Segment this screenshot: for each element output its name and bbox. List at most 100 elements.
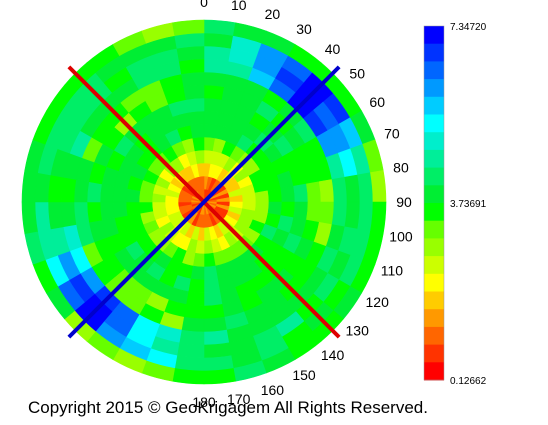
heatmap-cell [203,278,221,294]
scale-swatch [424,344,444,363]
angle-label: 110 [381,262,404,278]
heatmap-cell [203,316,227,333]
scale-swatch [424,43,444,62]
heatmap-cell [306,181,322,203]
heatmap-cell [203,368,236,385]
heatmap-cell [187,110,205,126]
scale-swatch [424,114,444,133]
heatmap-cell [192,136,205,152]
heatmap-cell [47,201,64,230]
scale-swatch [424,132,444,151]
scale-swatch [424,96,444,115]
angle-label: 20 [265,6,281,22]
heatmap-cells [21,19,387,385]
angle-label: 170 [227,391,251,407]
scale-swatch [424,203,444,222]
heatmap-cell [203,84,225,100]
heatmap-cell [280,185,296,203]
angle-label: 100 [389,229,413,245]
angle-label: 90 [396,194,412,210]
heatmap-cell [203,19,236,36]
angle-label: 30 [296,21,312,37]
angle-label: 160 [261,382,285,398]
heatmap-cell [86,181,102,203]
angle-label: 10 [231,0,247,13]
blue-cross-line [67,65,341,339]
scale-swatch [424,238,444,257]
scale-swatch [424,26,444,45]
scale-tick-label: 3.73691 [450,199,487,210]
heatmap-cell [370,201,387,234]
angle-label: 50 [349,65,365,81]
heatmap-cell [172,19,205,36]
heatmap-cell [178,329,205,346]
angle-label: 180 [192,394,216,410]
heatmap-cell [280,201,296,219]
heatmap-cell [60,176,77,203]
heatmap-cell [203,110,221,126]
scale-border [423,25,445,381]
heatmap-cell [203,71,227,88]
heatmap-cell [172,368,205,385]
angle-label: 70 [384,126,400,142]
heatmap-cell [181,71,205,88]
angle-label: 140 [321,347,345,363]
scale-swatch [424,291,444,310]
heatmap-cell [293,183,309,203]
heatmap-cell [203,342,232,359]
heatmap-cell [99,201,115,221]
heatmap-cell [203,45,232,62]
heatmap-cell [112,185,128,203]
heatmap-cell [21,170,38,203]
angle-label: 80 [393,159,409,175]
heatmap-cell [178,58,205,75]
heatmap-cell [99,183,115,203]
heatmap-cell [203,304,225,320]
heatmap-cell [370,170,387,203]
heatmap-cell [73,201,90,225]
heatmap-cell [185,291,205,307]
scale-tick-label: 7.34720 [450,22,487,33]
angle-label: 40 [325,41,341,57]
angle-label: 0 [200,0,208,10]
heatmap-cell [318,201,335,225]
heatmap-cell [174,32,205,49]
heatmap-cell [203,58,230,75]
angle-label: 120 [366,294,390,310]
heatmap-cell [125,201,141,216]
heatmap-cell [138,201,154,214]
heatmap-cell [357,201,374,232]
heatmap-cell [331,201,348,228]
scale-swatch [424,256,444,275]
heatmap-cell [344,174,361,203]
scale-swatch [424,61,444,80]
scale-swatch [424,220,444,239]
heatmap-cell [183,84,205,100]
heatmap-cell [21,201,38,234]
angle-label: 150 [292,367,316,383]
heatmap-cell [174,355,205,372]
heatmap-cell [203,252,216,268]
heatmap-cell [47,174,64,203]
copyright-text: Copyright 2015 © GeoKrigagem All Rights … [28,398,428,417]
heatmap-cell [267,188,283,203]
scale-swatch [424,326,444,346]
heatmap-cell [331,176,348,203]
heatmap-cell [344,201,361,230]
color-scale: 7.34720 3.73691 0.12662 [423,22,487,387]
scale-swatch [424,79,444,98]
heatmap-cell [60,201,77,228]
heatmap-cell [176,45,205,62]
heatmap-cell [357,172,374,203]
heatmap-cell [254,190,270,203]
heatmap-cell [34,201,51,232]
scale-swatch [424,362,444,381]
scale-swatch [424,309,444,328]
angle-label: 130 [346,323,370,339]
heatmap-cell [187,278,205,294]
scale-swatch [424,167,444,186]
heatmap-cell [203,97,223,113]
heatmap-cell [181,316,205,333]
heatmap-cell [34,172,51,203]
